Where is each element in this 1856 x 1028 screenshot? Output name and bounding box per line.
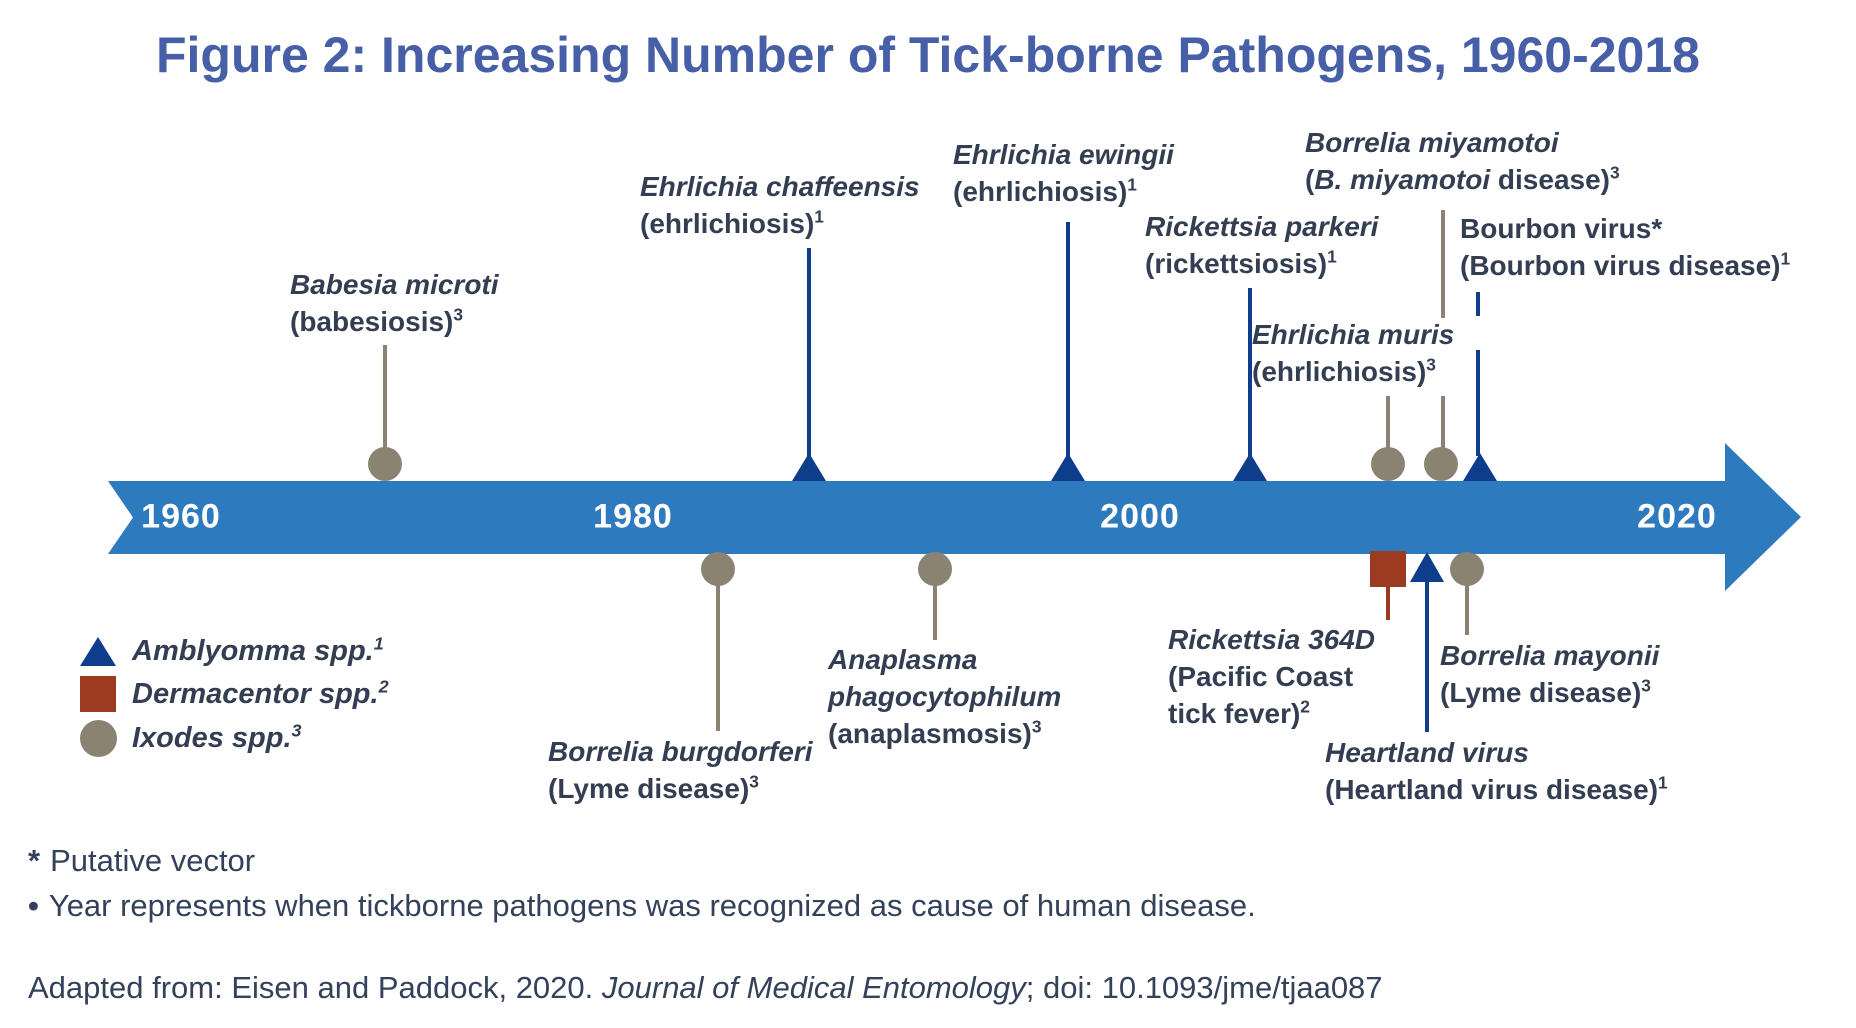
- leader-borrelia-burgdorferi: [716, 584, 720, 731]
- year-label-2020: 2020: [1637, 497, 1717, 536]
- year-label-2000: 2000: [1100, 497, 1180, 536]
- circle-icon: [78, 719, 118, 757]
- legend-label-ixodes: Ixodes spp.3: [132, 719, 302, 754]
- label-bourbon-virus: Bourbon virus* (Bourbon virus disease)1: [1460, 213, 1791, 281]
- label-ehrlichia-ewingii: Ehrlichia ewingii (ehrlichiosis)1: [953, 139, 1174, 207]
- marker-babesia-microti: [368, 447, 402, 481]
- marker-borrelia-miyamotoi: [1424, 447, 1458, 481]
- label-rickettsia-parkeri: Rickettsia parkeri (rickettsiosis)1: [1145, 211, 1379, 279]
- leader-heartland-virus: [1425, 578, 1429, 732]
- label-anaplasma-phagocytophilum: Anaplasma phagocytophilum (anaplasmosis)3: [828, 644, 1062, 749]
- leader-borrelia-miyamotoi: [1441, 210, 1445, 318]
- leader-ehrlichia-ewingii: [1066, 222, 1070, 458]
- leader-bourbon-virus: [1476, 292, 1480, 316]
- leader-ehrlichia-muris: [1386, 396, 1390, 450]
- legend-item-dermacentor: Dermacentor spp.2: [78, 674, 389, 714]
- leader-anaplasma-phagocytophilum: [933, 584, 937, 640]
- square-icon: [78, 676, 118, 712]
- leader-rickettsia-364d: [1386, 585, 1390, 620]
- marker-rickettsia-parkeri: [1233, 453, 1267, 481]
- triangle-icon: [78, 636, 118, 666]
- marker-rickettsia-364d: [1370, 551, 1406, 587]
- leader-borrelia-miyamotoi: [1441, 396, 1445, 450]
- leader-babesia-microti: [383, 345, 387, 452]
- leader-ehrlichia-chaffeensis: [807, 248, 811, 458]
- legend-label-dermacentor: Dermacentor spp.2: [132, 675, 389, 710]
- source-attribution: Adapted from: Eisen and Paddock, 2020. J…: [28, 970, 1383, 1005]
- leader-borrelia-mayonii: [1465, 584, 1469, 635]
- marker-heartland-virus: [1410, 552, 1444, 582]
- year-label-1980: 1980: [593, 497, 673, 536]
- label-heartland-virus: Heartland virus (Heartland virus disease)…: [1325, 737, 1668, 805]
- footnote-putative-vector: * Putative vector: [28, 843, 256, 878]
- label-borrelia-miyamotoi: Borrelia miyamotoi (B. miyamotoi disease)…: [1305, 127, 1620, 195]
- legend-item-amblyomma: Amblyomma spp.1: [78, 631, 384, 671]
- leader-bourbon-virus: [1476, 350, 1480, 456]
- label-rickettsia-364d: Rickettsia 364D (Pacific Coast tick fever)…: [1168, 624, 1376, 729]
- footnote-year-recognition: • Year represents when tickborne pathogen…: [28, 888, 1256, 923]
- leader-rickettsia-parkeri: [1248, 288, 1252, 458]
- marker-ehrlichia-chaffeensis: [792, 453, 826, 481]
- label-ehrlichia-chaffeensis: Ehrlichia chaffeensis (ehrlichiosis)1: [640, 171, 920, 239]
- marker-bourbon-virus: [1463, 453, 1497, 481]
- marker-borrelia-mayonii: [1450, 552, 1484, 586]
- label-babesia-microti: Babesia microti (babesiosis)3: [290, 269, 499, 337]
- label-borrelia-mayonii: Borrelia mayonii (Lyme disease)3: [1440, 640, 1660, 708]
- legend-item-ixodes: Ixodes spp.3: [78, 718, 302, 758]
- timeline-band-shape: [108, 443, 1801, 591]
- legend-label-amblyomma: Amblyomma spp.1: [132, 632, 384, 667]
- year-label-1960: 1960: [141, 497, 221, 536]
- marker-anaplasma-phagocytophilum: [918, 552, 952, 586]
- marker-ehrlichia-muris: [1371, 447, 1405, 481]
- label-borrelia-burgdorferi: Borrelia burgdorferi (Lyme disease)3: [548, 736, 813, 804]
- marker-ehrlichia-ewingii: [1051, 453, 1085, 481]
- marker-borrelia-burgdorferi: [701, 552, 735, 586]
- figure-title: Figure 2: Increasing Number of Tick-born…: [156, 27, 1700, 83]
- label-ehrlichia-muris: Ehrlichia muris (ehrlichiosis)3: [1252, 319, 1455, 387]
